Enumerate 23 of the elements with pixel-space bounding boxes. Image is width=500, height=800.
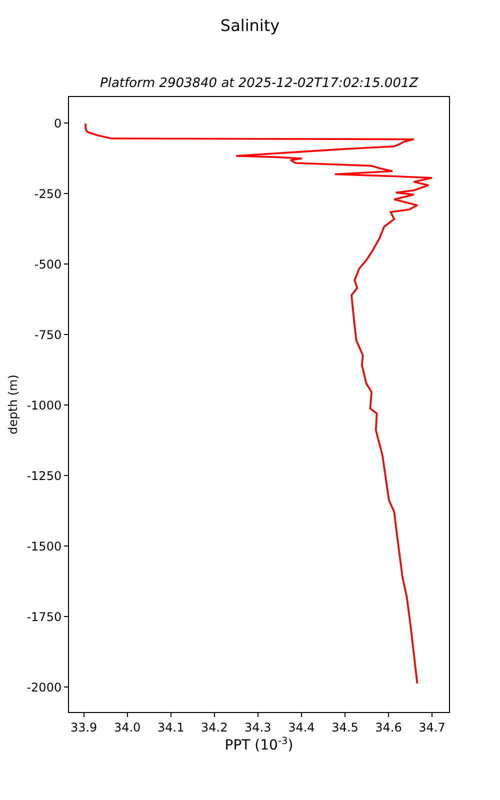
x-tick-label: 34.2	[201, 720, 228, 734]
y-tick-label: -1750	[26, 610, 62, 624]
x-tick-label: 33.9	[70, 720, 98, 734]
y-tick-label: -1250	[26, 468, 62, 483]
y-tick-label: -500	[34, 257, 62, 272]
x-tick-label: 34.5	[332, 720, 358, 734]
y-tick-label: -750	[34, 328, 62, 342]
x-tick-label: 34.7	[418, 720, 446, 734]
y-tick-label: -1000	[26, 398, 62, 412]
x-tick-label: 34.4	[288, 720, 315, 734]
x-tick-label: 34.0	[114, 720, 141, 734]
y-axis-title: depth (m)	[6, 374, 20, 434]
y-tick-label: -2000	[26, 680, 62, 694]
x-tick-label: 34.1	[158, 720, 184, 734]
x-tick-label: 34.6	[375, 720, 402, 734]
chart-subtitle: Platform 2903840 at 2025-12-02T17:02:15.001Z	[100, 76, 420, 91]
y-tick-label: -250	[34, 186, 62, 201]
y-tick-label: -1500	[26, 539, 62, 554]
line-series	[84, 122, 433, 684]
x-axis-title: PPT (10$^{-3}$)	[224, 736, 294, 754]
x-tick-label: 34.3	[244, 720, 272, 734]
chart-title: Salinity	[220, 16, 280, 36]
y-tick-label: 0	[54, 116, 62, 130]
